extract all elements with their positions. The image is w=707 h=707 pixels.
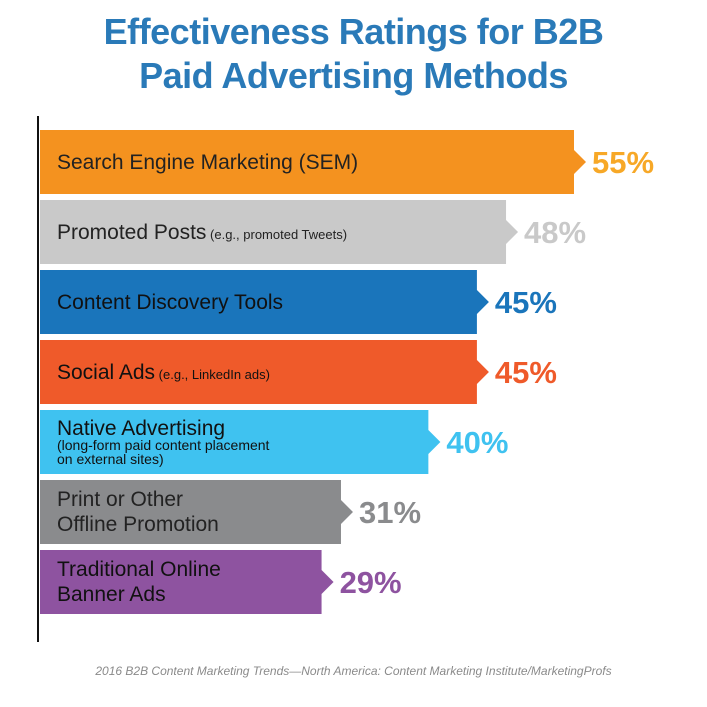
category-label: Native Advertising bbox=[57, 417, 225, 440]
bar bbox=[40, 340, 489, 404]
bar bbox=[40, 200, 519, 264]
value-label: 29% bbox=[340, 565, 402, 600]
category-label: Print or Other bbox=[57, 488, 183, 511]
value-label: 45% bbox=[495, 285, 557, 320]
category-sublabel: on external sites) bbox=[57, 451, 164, 467]
value-label: 45% bbox=[495, 355, 557, 390]
title-line-2: Paid Advertising Methods bbox=[139, 55, 568, 96]
category-sublabel: (long-form paid content placement bbox=[57, 437, 270, 453]
value-label: 55% bbox=[592, 145, 654, 180]
category-sublabel: Offline Promotion bbox=[57, 513, 219, 536]
bar bbox=[40, 270, 489, 334]
category-label: Social Ads (e.g., LinkedIn ads) bbox=[57, 361, 270, 384]
bar bbox=[40, 480, 353, 544]
source-note: 2016 B2B Content Marketing Trends—North … bbox=[95, 664, 612, 678]
category-sublabel: Banner Ads bbox=[57, 583, 166, 606]
category-label: Content Discovery Tools bbox=[57, 291, 283, 314]
chart-title: Effectiveness Ratings for B2B Paid Adver… bbox=[0, 10, 707, 98]
bar bbox=[40, 550, 334, 614]
bar bbox=[40, 410, 441, 474]
value-label: 40% bbox=[446, 425, 508, 460]
value-label: 48% bbox=[524, 215, 586, 250]
category-label: Traditional Online bbox=[57, 558, 221, 581]
category-label: Search Engine Marketing (SEM) bbox=[57, 151, 358, 174]
value-label: 31% bbox=[359, 495, 421, 530]
category-label: Promoted Posts (e.g., promoted Tweets) bbox=[57, 221, 347, 244]
title-line-1: Effectiveness Ratings for B2B bbox=[103, 11, 604, 52]
bar bbox=[40, 130, 586, 194]
